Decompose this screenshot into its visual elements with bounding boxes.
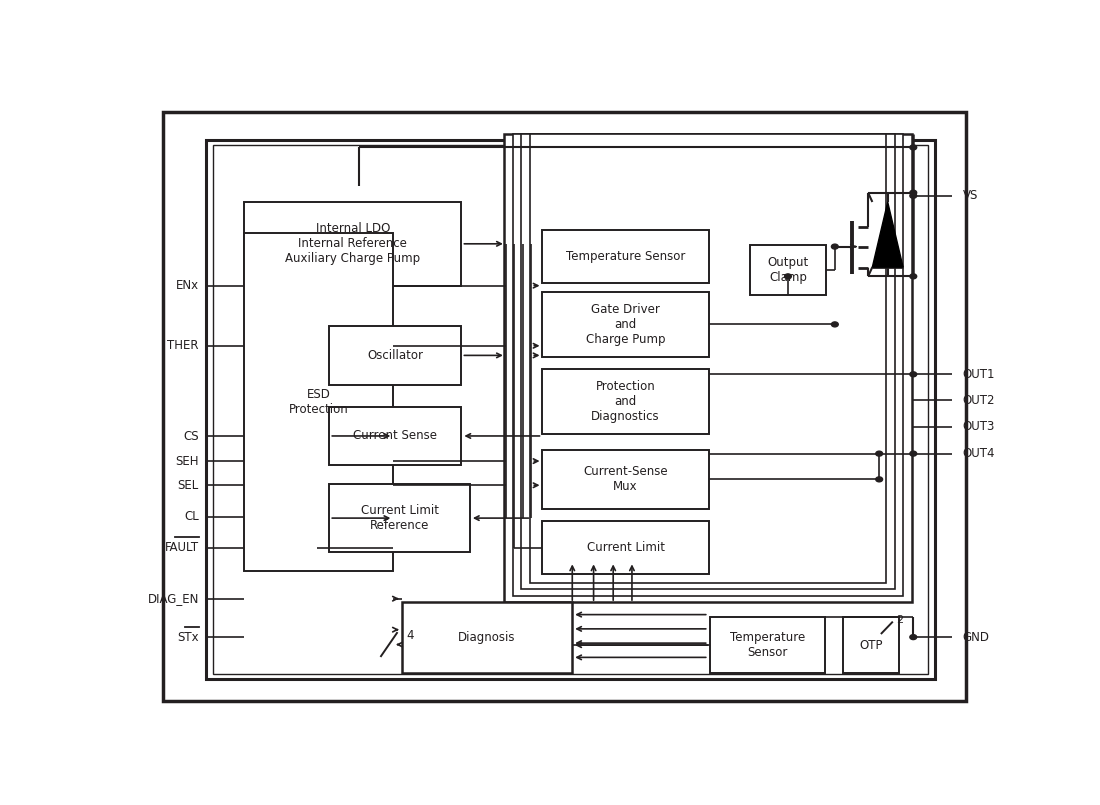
Text: VS: VS xyxy=(962,189,978,202)
Text: OUT3: OUT3 xyxy=(962,420,996,433)
Circle shape xyxy=(876,451,882,456)
Circle shape xyxy=(910,190,916,195)
Text: ENx: ENx xyxy=(176,279,199,292)
Text: OUT2: OUT2 xyxy=(962,394,996,407)
Circle shape xyxy=(910,634,916,640)
Bar xyxy=(402,602,572,673)
Circle shape xyxy=(910,372,916,377)
Text: STx: STx xyxy=(177,630,199,644)
Text: DIAG_EN: DIAG_EN xyxy=(147,592,199,605)
Bar xyxy=(504,134,912,602)
Bar xyxy=(542,369,708,435)
Bar xyxy=(329,407,462,465)
Bar xyxy=(542,521,708,574)
Circle shape xyxy=(784,274,791,279)
Bar xyxy=(244,233,394,571)
Text: OUT1: OUT1 xyxy=(962,368,996,381)
Circle shape xyxy=(910,274,916,279)
Bar xyxy=(711,617,825,673)
Circle shape xyxy=(832,244,838,249)
Bar xyxy=(542,292,708,357)
Text: Gate Driver
and
Charge Pump: Gate Driver and Charge Pump xyxy=(586,303,666,346)
Text: FAULT: FAULT xyxy=(165,541,199,555)
Text: ESD
Protection: ESD Protection xyxy=(289,388,349,416)
Bar xyxy=(329,484,470,552)
Circle shape xyxy=(910,451,916,456)
Text: 2: 2 xyxy=(896,615,903,625)
Text: OUT4: OUT4 xyxy=(962,447,996,460)
Bar xyxy=(329,326,462,385)
Text: OTP: OTP xyxy=(859,638,883,652)
Text: 4: 4 xyxy=(407,629,414,642)
Bar xyxy=(749,246,826,295)
Circle shape xyxy=(910,145,916,150)
Text: Current Sense: Current Sense xyxy=(353,430,438,443)
Bar xyxy=(521,134,894,589)
Text: Output
Clamp: Output Clamp xyxy=(768,256,808,284)
Text: Diagnosis: Diagnosis xyxy=(459,631,516,644)
Bar xyxy=(530,134,886,583)
Text: Internal LDO
Internal Reference
Auxiliary Charge Pump: Internal LDO Internal Reference Auxiliar… xyxy=(285,222,420,266)
Text: THER: THER xyxy=(167,339,199,353)
Text: SEH: SEH xyxy=(175,455,199,468)
Text: Current-Sense
Mux: Current-Sense Mux xyxy=(583,465,668,493)
Bar xyxy=(212,145,927,675)
Bar xyxy=(244,202,462,286)
Circle shape xyxy=(910,193,916,198)
Polygon shape xyxy=(872,202,903,267)
Text: Temperature Sensor: Temperature Sensor xyxy=(565,250,685,262)
Text: GND: GND xyxy=(962,630,990,644)
Circle shape xyxy=(876,477,882,482)
Bar xyxy=(542,450,708,509)
Text: Current Limit: Current Limit xyxy=(586,541,664,554)
Bar xyxy=(844,617,899,673)
Text: CL: CL xyxy=(184,510,199,523)
Bar xyxy=(513,134,903,596)
Text: Oscillator: Oscillator xyxy=(367,349,424,362)
Text: Temperature
Sensor: Temperature Sensor xyxy=(730,631,805,659)
Text: Protection
and
Diagnostics: Protection and Diagnostics xyxy=(591,381,660,423)
Text: SEL: SEL xyxy=(177,479,199,492)
Bar xyxy=(542,230,708,283)
Circle shape xyxy=(832,322,838,327)
Text: CS: CS xyxy=(184,430,199,443)
Bar xyxy=(206,140,935,679)
Text: Current Limit
Reference: Current Limit Reference xyxy=(361,504,439,532)
